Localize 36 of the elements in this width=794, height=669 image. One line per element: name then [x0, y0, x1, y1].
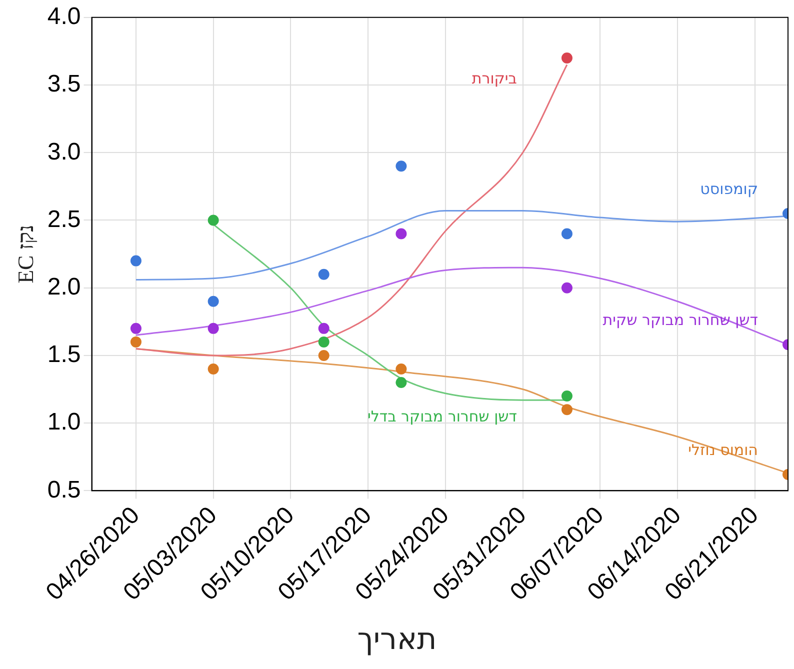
y-tick-label: 3.0	[47, 138, 81, 166]
series-label: דשן שחרור מבוקר שקית	[602, 311, 758, 330]
y-axis-title: EC נקז	[12, 224, 38, 284]
series-label: קומפוסט	[700, 180, 758, 198]
point	[396, 363, 407, 374]
point	[318, 336, 330, 348]
point	[396, 228, 407, 240]
y-tick-label: 0.5	[47, 476, 81, 504]
point	[561, 404, 572, 416]
point	[561, 282, 572, 294]
point	[208, 363, 219, 374]
y-tick-label: 3.5	[47, 70, 81, 98]
point	[561, 228, 572, 240]
text: דשן שחרור מבוקר בדלי	[368, 407, 517, 426]
point	[396, 160, 407, 172]
point	[208, 322, 219, 334]
y-tick-label: 4.0	[47, 3, 81, 30]
point	[318, 268, 330, 280]
point	[318, 350, 330, 361]
series-label: הומוס נוזלי	[688, 440, 758, 459]
point	[130, 336, 142, 348]
point	[130, 255, 142, 266]
point	[130, 322, 142, 334]
point	[208, 296, 219, 307]
point	[318, 322, 330, 334]
y-tick-label: 2.5	[47, 206, 81, 233]
y-tick-label: 2.0	[47, 273, 81, 300]
y-tick-label: 1.0	[47, 408, 81, 436]
text: ביקורת	[472, 69, 518, 88]
point	[396, 377, 407, 388]
point	[561, 390, 572, 402]
point	[208, 214, 219, 226]
x-axis-title: תאריך	[356, 622, 438, 657]
y-tick-label: 1.5	[47, 341, 81, 368]
line-series	[135, 64, 568, 356]
point	[561, 52, 572, 64]
